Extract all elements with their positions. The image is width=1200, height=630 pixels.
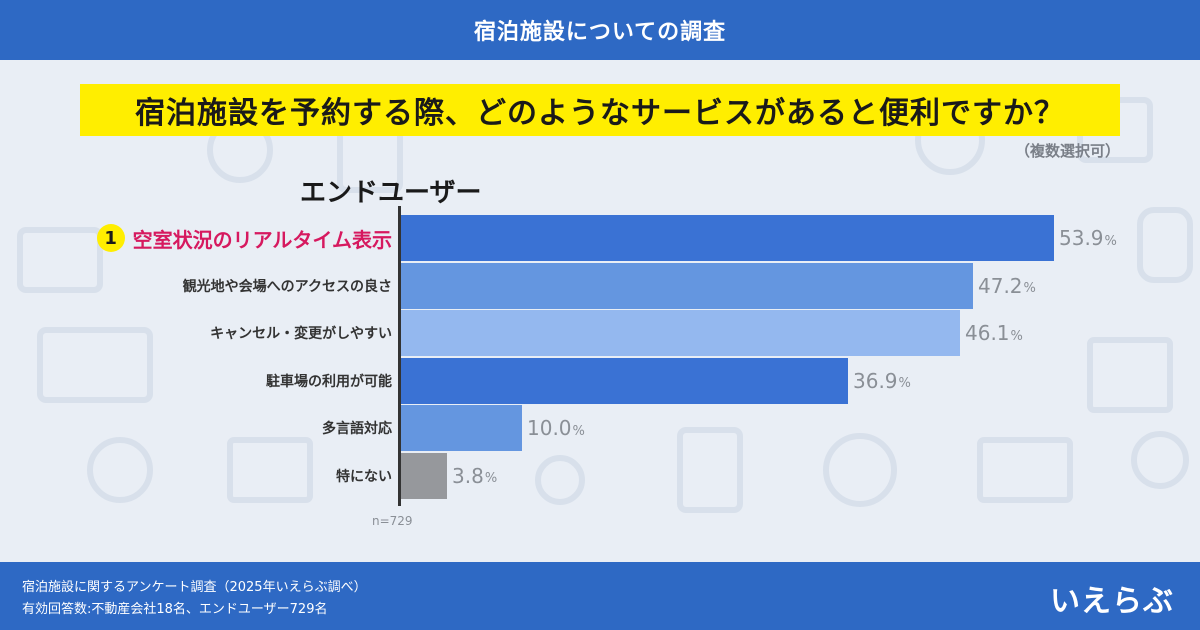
category-label: 多言語対応 <box>322 404 392 452</box>
cd-icon <box>87 437 153 503</box>
bar <box>401 357 848 404</box>
value-unit: % <box>1010 328 1023 344</box>
category-label-text: 観光地や会場へのアクセスの良さ <box>182 278 392 295</box>
category-label-text: 多言語対応 <box>322 421 392 437</box>
valid-responses: 有効回答数:不動産会社18名、エンドユーザー729名 <box>22 602 328 617</box>
category-label: キャンセル・変更がしやすい <box>210 309 392 357</box>
newspaper-icon <box>227 437 313 503</box>
survey-title: 宿泊施設についての調査 <box>473 20 727 45</box>
sample-size-label: n=729 <box>372 514 413 528</box>
survey-title-banner: 宿泊施設についての調査 <box>0 0 1200 60</box>
survey-source: 宿泊施設に関するアンケート調査（2025年いえらぶ調べ） <box>22 580 367 595</box>
value-label: 10.0% <box>527 404 585 452</box>
value-unit: % <box>1023 281 1036 296</box>
survey-question: 宿泊施設を予約する際、どのようなサービスがあると便利ですか？ <box>80 84 1120 136</box>
bar <box>401 310 960 356</box>
category-label-text: 駐車場の利用が可能 <box>266 373 392 390</box>
value-unit: % <box>572 423 585 439</box>
rank-badge: 1 <box>96 224 125 252</box>
value-unit: % <box>898 376 911 391</box>
category-label-text: 空室状況のリアルタイム表示 <box>132 227 392 252</box>
value-label: 46.1% <box>965 309 1023 357</box>
category-label: 1 空室状況のリアルタイム表示 <box>96 214 392 262</box>
value-number: 36.9 <box>853 368 898 393</box>
database-icon <box>1137 207 1193 283</box>
value-label: 36.9% <box>853 357 911 405</box>
value-unit: % <box>1104 233 1117 249</box>
value-label: 3.8% <box>452 452 497 500</box>
category-label: 特にない <box>336 452 392 500</box>
value-label: 47.2% <box>978 262 1036 310</box>
value-number: 53.9 <box>1059 226 1104 250</box>
value-number: 47.2 <box>978 273 1023 298</box>
book-icon <box>977 437 1073 503</box>
chart-window-icon <box>37 327 153 403</box>
category-label-text: 特にない <box>336 468 392 485</box>
value-unit: % <box>484 471 498 486</box>
document-icon <box>17 227 103 293</box>
ierabu-logo: いえらぶ <box>1050 584 1174 619</box>
bar <box>401 405 522 451</box>
gear-icon <box>535 455 585 505</box>
disc-icon <box>823 433 897 507</box>
bar <box>401 215 1054 261</box>
checklist-icon <box>677 427 743 513</box>
multiple-choice-note: （複数選択可） <box>1014 142 1120 160</box>
question-text: 宿泊施設を予約する際、どのようなサービスがあると便利ですか？ <box>135 96 1065 131</box>
category-label: 観光地や会場へのアクセスの良さ <box>183 262 392 310</box>
value-label: 53.9% <box>1059 214 1117 262</box>
lightbulb-icon <box>1131 431 1189 489</box>
chart-axis-line <box>398 206 401 506</box>
footer: 宿泊施設に関するアンケート調査（2025年いえらぶ調べ） 有効回答数:不動産会社… <box>0 562 1200 630</box>
bar <box>401 262 973 309</box>
bar <box>401 452 447 499</box>
value-number: 10.0 <box>527 416 572 440</box>
category-label-text: キャンセル・変更がしやすい <box>210 326 392 342</box>
category-label: 駐車場の利用が可能 <box>266 357 392 405</box>
value-number: 3.8 <box>452 463 484 488</box>
respondent-group-label: エンドユーザー <box>300 178 482 208</box>
map-icon <box>1087 337 1173 413</box>
value-number: 46.1 <box>965 321 1010 345</box>
